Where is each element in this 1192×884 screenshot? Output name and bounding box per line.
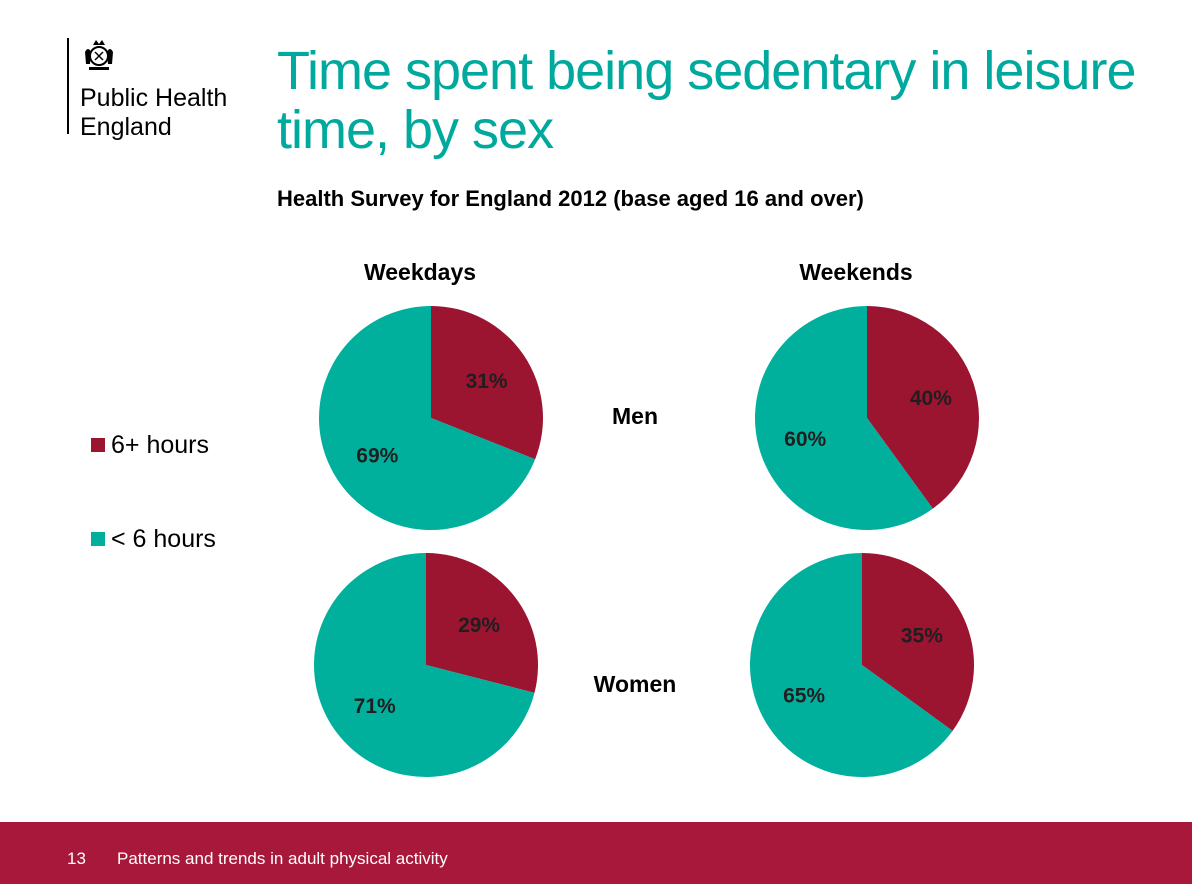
legend-item-under6: < 6 hours	[91, 524, 216, 554]
legend-swatch-6plus	[91, 438, 105, 452]
pie-men-weekdays-label-6-hours: 69%	[356, 445, 398, 468]
legend-swatch-under6	[91, 532, 105, 546]
legend-label-6plus: 6+ hours	[111, 430, 209, 459]
legend-label-under6: < 6 hours	[111, 524, 216, 553]
chart-legend: 6+ hours < 6 hours	[91, 430, 216, 618]
pie-men-weekdays-label-6-hours: 31%	[466, 370, 508, 393]
pie-men-weekends-slice-6-hours	[867, 306, 979, 509]
pie-men-weekdays-slice-6-hours	[318, 306, 536, 530]
pie-chart-grid: Weekdays Weekends Men Women 31% 69% 40% 60% 29% 7…	[313, 259, 979, 777]
pie-men-weekends-slice-6-hours	[754, 306, 933, 530]
pie-women-weekends-slice-6-hours	[862, 553, 974, 731]
pie-women-weekends-label-6-hours: 35%	[901, 625, 943, 648]
pie-women-weekends-label-6-hours: 65%	[783, 685, 825, 708]
column-header-weekdays: Weekdays	[364, 259, 476, 285]
royal-crest-icon	[85, 40, 113, 70]
org-name: Public Health England	[80, 84, 227, 142]
pie-women-weekends-slice-6-hours	[749, 553, 953, 777]
logo-divider	[67, 38, 69, 134]
pie-women-weekdays-slice-6-hours	[426, 553, 538, 693]
footer-bar: 13 Patterns and trends in adult physical…	[0, 822, 1192, 884]
phe-logo: Public Health England	[67, 36, 247, 141]
slide-title: Time spent being sedentary in leisure ti…	[277, 41, 1136, 160]
page-number: 13	[67, 849, 86, 868]
org-name-line2: England	[80, 113, 172, 141]
pie-women-weekdays-label-6-hours: 29%	[458, 614, 500, 637]
pie-men-weekdays-slice-6-hours	[431, 306, 543, 460]
column-header-weekends: Weekends	[799, 259, 912, 285]
pie-men-weekends-label-6-hours: 40%	[910, 387, 952, 410]
org-name-line1: Public Health	[80, 84, 228, 112]
pie-women-weekdays-slice-6-hours	[313, 553, 535, 777]
legend-item-6plus: 6+ hours	[91, 430, 216, 460]
row-header-men: Men	[612, 403, 658, 429]
slide-subtitle: Health Survey for England 2012 (base age…	[277, 186, 864, 211]
pie-men-weekends-label-6-hours: 60%	[784, 428, 826, 451]
pie-women-weekdays-label-6-hours: 71%	[354, 695, 396, 718]
footer-text: Patterns and trends in adult physical ac…	[117, 849, 448, 868]
row-header-women: Women	[594, 671, 677, 697]
